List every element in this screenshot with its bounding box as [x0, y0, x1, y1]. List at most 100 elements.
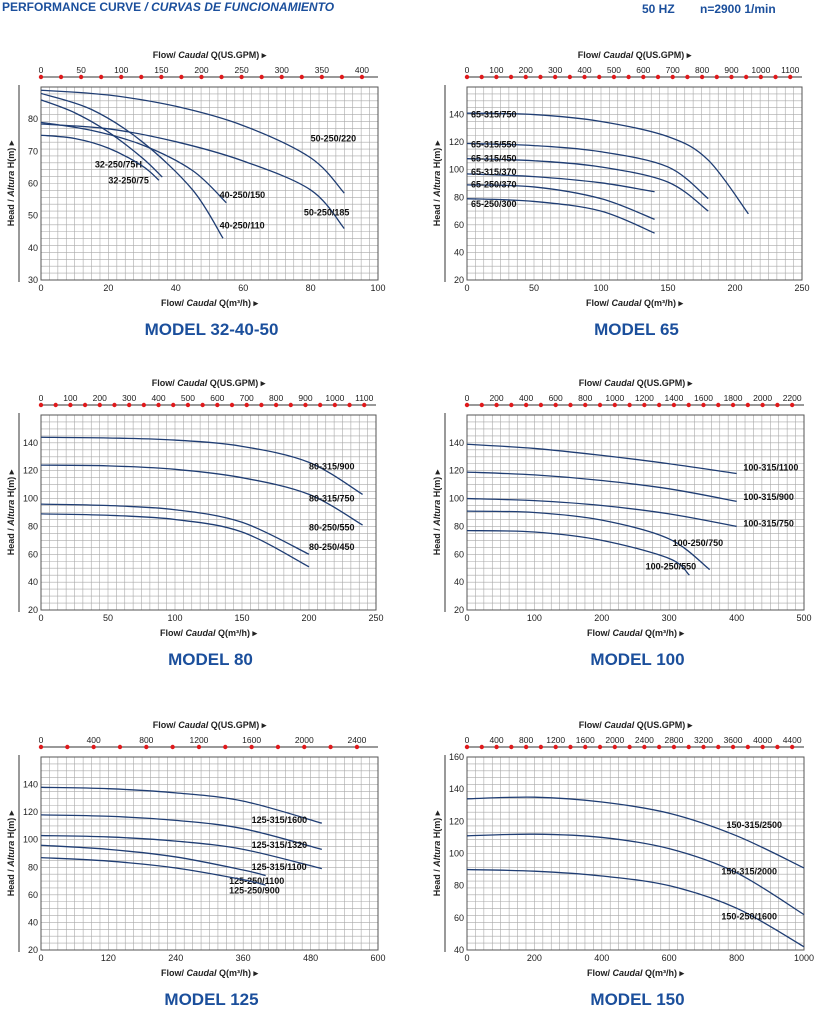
- gpm-tick-label: 1600: [694, 393, 713, 403]
- x-tick-label: 200: [594, 613, 609, 623]
- gpm-tick-label: 2800: [664, 735, 683, 745]
- y-tick-label: 40: [454, 247, 464, 257]
- gpm-marker: [38, 402, 44, 408]
- gpm-tick-label: 200: [194, 65, 208, 75]
- gpm-tick-label: 300: [548, 65, 562, 75]
- gpm-marker: [642, 744, 647, 750]
- gpm-tick-label: 600: [636, 65, 650, 75]
- y-axis-title: Head / Altura H(m) ▸: [432, 140, 442, 226]
- series-line-65-315/750: [466, 112, 749, 215]
- y-tick-label: 160: [449, 752, 464, 762]
- gpm-marker: [82, 402, 88, 408]
- gpm-marker: [275, 744, 281, 750]
- gpm-tick-label: 2000: [605, 735, 624, 745]
- gpm-tick-label: 800: [695, 65, 709, 75]
- gpm-tick-label: 700: [240, 393, 254, 403]
- gpm-tick-label: 500: [607, 65, 621, 75]
- gpm-marker: [656, 402, 662, 408]
- gpm-marker: [699, 74, 705, 80]
- series-label: 65-315/370: [471, 167, 517, 177]
- gpm-tick-label: 1200: [635, 393, 654, 403]
- series-label: 100-250/750: [673, 538, 724, 548]
- y-tick-label: 100: [449, 165, 464, 175]
- y-tick-label: 100: [23, 494, 38, 504]
- gpm-tick-label: 2200: [783, 393, 802, 403]
- x-tick-label: 200: [301, 613, 316, 623]
- gpm-marker: [612, 402, 618, 408]
- y-tick-label: 120: [449, 466, 464, 476]
- gpm-marker: [538, 74, 543, 80]
- gpm-tick-label: 1400: [664, 393, 683, 403]
- series-line-80-250/550: [40, 503, 310, 555]
- gpm-marker: [789, 402, 795, 408]
- gpm-marker: [523, 74, 528, 80]
- chart-3: 0 100 200 300 400 500 600 700 800 900 1000 1100Flow…: [6, 378, 384, 669]
- x-tick-label: 600: [662, 953, 677, 963]
- x-tick-label: 0: [38, 283, 43, 293]
- top-axis-title: Flow/ Caudal Q(US.GPM) ▸: [153, 720, 267, 730]
- gpm-tick-label: 2400: [635, 735, 654, 745]
- series-label: 80-315/750: [309, 493, 355, 503]
- gpm-marker: [671, 402, 677, 408]
- series-label: 150-250/1600: [721, 911, 777, 921]
- series-label: 32-250/75H: [95, 159, 142, 169]
- gpm-marker: [156, 402, 161, 408]
- gpm-tick-label: 0: [39, 393, 44, 403]
- gpm-tick-label: 400: [519, 393, 533, 403]
- y-tick-label: 20: [454, 605, 464, 615]
- x-tick-label: 0: [38, 613, 43, 623]
- gpm-tick-label: 600: [210, 393, 224, 403]
- series-line-65-315/450: [466, 158, 709, 212]
- gpm-tick-label: 400: [87, 735, 101, 745]
- gpm-tick-label: 4000: [753, 735, 772, 745]
- gpm-tick-label: 1100: [781, 65, 800, 75]
- series-label: 100-250/550: [646, 562, 697, 572]
- gpm-marker: [68, 402, 73, 408]
- gpm-marker: [223, 744, 228, 750]
- gpm-tick-label: 0: [465, 393, 470, 403]
- x-tick-label: 50: [529, 283, 539, 293]
- gpm-marker: [642, 402, 647, 408]
- y-tick-label: 120: [23, 466, 38, 476]
- x-tick-label: 400: [594, 953, 609, 963]
- x-tick-label: 80: [306, 283, 316, 293]
- gpm-marker: [788, 74, 793, 80]
- gpm-tick-label: 1800: [724, 393, 743, 403]
- series-label: 65-250/370: [471, 180, 517, 190]
- series-label: 50-250/185: [304, 208, 350, 218]
- plot-frame: [466, 756, 805, 951]
- gpm-marker: [583, 402, 588, 408]
- x-tick-label: 600: [370, 953, 385, 963]
- gpm-marker: [597, 402, 603, 408]
- x-tick-label: 0: [464, 613, 469, 623]
- series-label: 40-250/110: [220, 221, 265, 231]
- series-line-125-315/1600: [40, 786, 323, 824]
- gpm-marker: [239, 74, 244, 80]
- series-line-80-315/900: [40, 436, 363, 495]
- series-label: 65-250/300: [471, 199, 517, 209]
- y-tick-label: 20: [454, 275, 464, 285]
- gpm-tick-label: 1000: [605, 393, 624, 403]
- gpm-marker: [196, 744, 202, 750]
- chart-title: MODEL 32-40-50: [145, 320, 279, 339]
- y-tick-label: 30: [28, 275, 38, 285]
- x-tick-label: 20: [103, 283, 113, 293]
- gpm-marker: [612, 744, 618, 750]
- gpm-tick-label: 1600: [242, 735, 261, 745]
- gpm-marker: [701, 744, 706, 750]
- title-en: PERFORMANCE CURVE: [2, 0, 142, 14]
- series-line-80-315/750: [40, 464, 363, 526]
- gpm-marker: [339, 74, 345, 80]
- chart-title: MODEL 150: [590, 990, 684, 1009]
- gpm-marker: [670, 74, 675, 80]
- x-tick-label: 0: [38, 953, 43, 963]
- gpm-marker: [141, 402, 147, 408]
- y-tick-label: 120: [449, 137, 464, 147]
- gpm-marker: [509, 402, 514, 408]
- gpm-tick-label: 200: [93, 393, 107, 403]
- gpm-marker: [552, 74, 558, 80]
- gpm-tick-label: 100: [114, 65, 128, 75]
- x-tick-label: 0: [464, 283, 469, 293]
